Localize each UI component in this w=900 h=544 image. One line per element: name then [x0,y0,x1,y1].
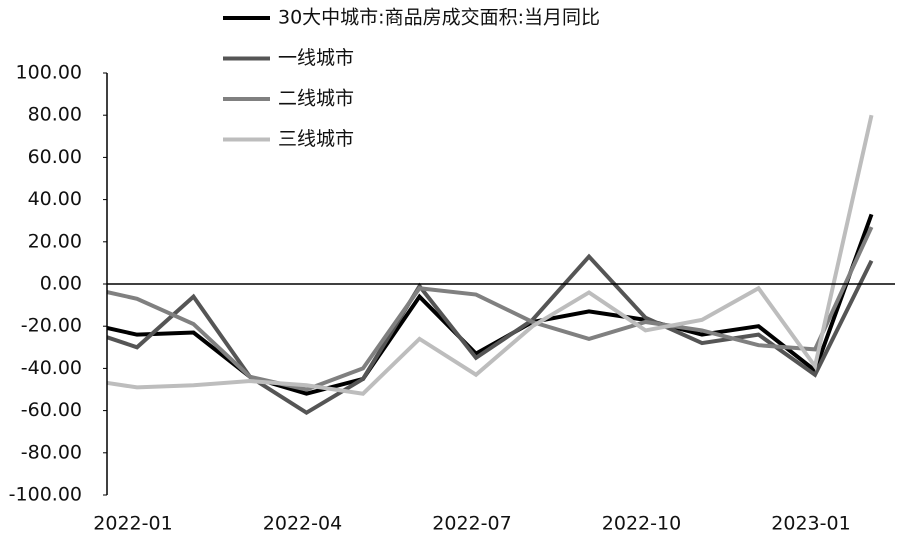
y-tick-label: 40.00 [28,188,82,210]
y-tick-label: -80.00 [21,441,82,463]
legend-label: 二线城市 [278,88,354,110]
y-tick-label: -40.00 [21,357,82,379]
series-line [107,213,874,396]
y-tick-label: -20.00 [21,315,82,337]
y-tick-label: -100.00 [9,484,82,506]
y-tick-label: 80.00 [28,104,82,126]
x-tick-label: 2022-01 [93,513,172,535]
x-tick-label: 2022-07 [432,513,511,535]
series-line [107,114,874,396]
x-tick-label: 2022-10 [602,513,681,535]
y-tick-label: 100.00 [16,62,82,84]
legend-label: 30大中城市:商品房成交面积:当月同比 [278,7,600,29]
y-tick-label: 0.00 [40,273,82,295]
x-tick-label: 2023-01 [771,513,850,535]
y-tick-label: 60.00 [28,146,82,168]
y-tick-label: 20.00 [28,230,82,252]
y-tick-label: -60.00 [21,399,82,421]
legend-label: 一线城市 [278,47,354,69]
x-tick-label: 2022-04 [263,513,342,535]
plot-area [107,114,874,416]
series-line [107,253,874,416]
legend-label: 三线城市 [278,128,354,150]
series-line [107,226,874,392]
